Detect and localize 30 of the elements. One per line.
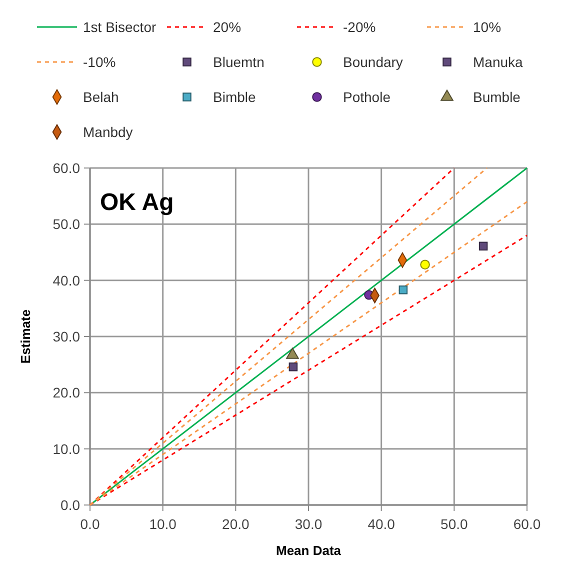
legend-label: Manbdy [83, 124, 133, 140]
x-tick-label: 10.0 [149, 516, 177, 532]
legend-label: -10% [83, 54, 116, 70]
y-tick-label: 60.0 [52, 160, 80, 176]
x-tick-label: 20.0 [222, 516, 250, 532]
legend-label: Bumble [473, 89, 521, 105]
legend-label: Belah [83, 89, 119, 105]
legend-label: Bluemtn [213, 54, 264, 70]
x-tick-label: 0.0 [80, 516, 100, 532]
legend-label: 1st Bisector [83, 19, 156, 35]
x-axis-title: Mean Data [276, 543, 342, 558]
x-tick-label: 60.0 [513, 516, 541, 532]
y-axis-title: Estimate [18, 309, 33, 364]
y-tick-label: 20.0 [52, 384, 80, 401]
y-tick-label: 0.0 [60, 497, 80, 513]
legend-label: Boundary [343, 54, 403, 70]
y-tick-label: 40.0 [52, 272, 80, 288]
legend-label: -20% [343, 19, 376, 35]
legend-label: Manuka [473, 54, 524, 70]
x-tick-label: 40.0 [368, 516, 396, 532]
y-tick-label: 10.0 [52, 440, 80, 457]
legend-label: Bimble [213, 89, 256, 105]
y-tick-label: 50.0 [52, 216, 80, 232]
text: OK Ag [100, 189, 174, 216]
x-tick-label: 50.0 [440, 516, 468, 532]
x-tick-label: 30.0 [294, 516, 322, 532]
y-tick-label: 30.0 [52, 328, 80, 344]
legend-label: 10% [473, 19, 502, 35]
legend-label: 20% [213, 19, 242, 35]
legend-label: Pothole [343, 89, 391, 105]
